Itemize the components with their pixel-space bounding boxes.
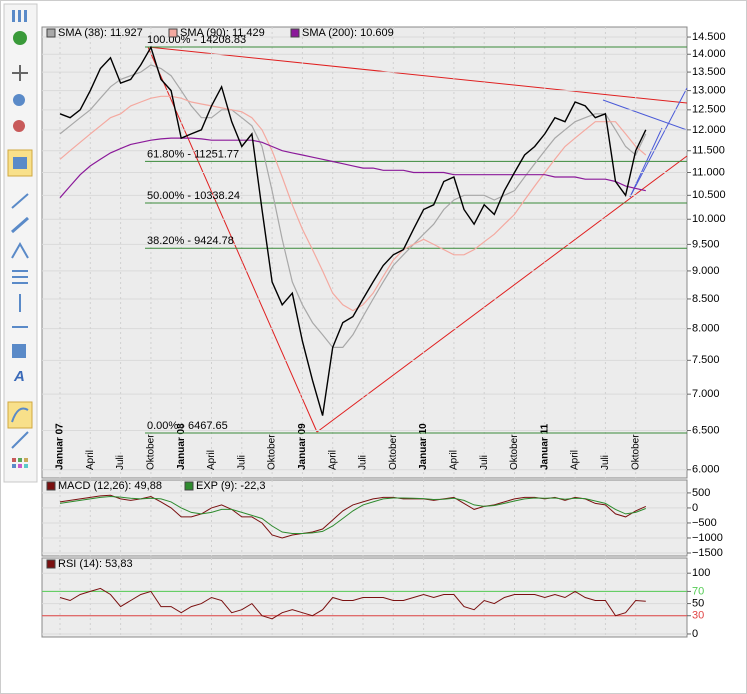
y-tick-label: 13.500 — [692, 66, 726, 78]
fib-label: 38.20% - 9424.78 — [147, 235, 234, 247]
legend-label: MACD (12,26): 49,88 — [58, 480, 162, 492]
fib-label: 50.00% - 10338.24 — [147, 190, 240, 202]
series-line — [59, 137, 646, 199]
x-tick-label: April — [570, 450, 581, 470]
svg-text:A: A — [13, 368, 25, 385]
legend-swatch — [184, 481, 194, 491]
legend-swatch — [290, 28, 300, 38]
y-tick-label: −1000 — [692, 532, 723, 544]
x-tick-label: Oktober — [267, 434, 278, 470]
x-tick-label: Juli — [479, 455, 490, 470]
y-tick-label: 14.000 — [692, 48, 726, 60]
x-tick-label: April — [85, 450, 96, 470]
y-tick-label: 8.500 — [692, 293, 720, 305]
x-tick-label: April — [206, 450, 217, 470]
x-tick-label: Januar 11 — [539, 423, 550, 470]
fib-label: 61.80% - 11251.77 — [147, 148, 239, 160]
series-line — [59, 95, 647, 312]
legend-swatch — [46, 559, 56, 569]
main-panel — [41, 26, 688, 479]
y-tick-label: 30 — [692, 610, 704, 622]
legend-label: SMA (38): 11.927 — [58, 27, 143, 39]
y-tick-label: 11.500 — [692, 145, 725, 157]
y-tick-label: 10.000 — [692, 213, 726, 225]
legend-label: SMA (200): 10.609 — [302, 27, 394, 39]
x-tick-label: Oktober — [509, 434, 520, 470]
series-line — [59, 587, 646, 620]
x-tick-label: April — [327, 450, 338, 470]
x-tick-label: Oktober — [388, 434, 399, 470]
y-tick-label: 12.500 — [692, 104, 726, 116]
y-tick-label: 0 — [692, 628, 698, 640]
x-tick-label: Juli — [600, 455, 611, 470]
y-tick-label: −500 — [692, 517, 717, 529]
x-tick-label: Juli — [236, 455, 247, 470]
y-tick-label: 11.000 — [692, 166, 725, 178]
y-tick-label: −1500 — [692, 547, 723, 559]
y-tick-label: 7.000 — [692, 388, 720, 400]
y-tick-label: 8.000 — [692, 323, 720, 335]
tool-icons[interactable]: A — [11, 10, 29, 468]
x-tick-label: Oktober — [630, 434, 641, 470]
price-line — [59, 45, 647, 416]
legend-swatch — [46, 28, 56, 38]
series-line — [59, 495, 646, 534]
y-tick-label: 100 — [692, 567, 710, 579]
y-tick-label: 14.500 — [692, 31, 726, 43]
panel-layer: −1500 −1000 −500 0 500 MACD (12,26): 49,88 EXP… — [42, 480, 723, 559]
x-tick-label: Juli — [358, 455, 369, 470]
x-tick-label: Oktober — [146, 434, 157, 470]
trendlines — [147, 46, 688, 433]
legend-label: SMA (90): 11.429 — [180, 27, 265, 39]
y-tick-label: 7.500 — [692, 354, 720, 366]
y-tick-label: 9.000 — [692, 265, 720, 277]
y-tick-label: 9.500 — [692, 238, 720, 250]
fib-label: 0.00% - 6467.65 — [147, 420, 228, 432]
legend-swatch — [46, 481, 56, 491]
x-tick-label: Januar 09 — [297, 423, 308, 470]
y-tick-label: 70 — [692, 585, 704, 597]
toolbar: A — [3, 3, 38, 483]
y-tick-label: 0 — [692, 502, 698, 514]
y-tick-label: 12.000 — [692, 124, 726, 136]
y-tick-label: 500 — [692, 487, 710, 499]
legend-label: EXP (9): -22,3 — [196, 480, 266, 492]
legend-label: RSI (14): 53,83 — [58, 558, 133, 570]
x-tick-label: Januar 10 — [418, 423, 429, 470]
legend-swatch — [168, 28, 178, 38]
tool-active[interactable] — [7, 401, 33, 429]
y-tick-label: 10.500 — [692, 189, 726, 201]
x-tick-label: April — [449, 450, 460, 470]
x-tick-label: Januar 07 — [55, 423, 66, 470]
y-tick-label: 13.000 — [692, 84, 726, 96]
x-tick-label: Januar 08 — [176, 423, 187, 470]
y-tick-label: 6.000 — [692, 464, 720, 476]
y-tick-label: 50 — [692, 597, 704, 609]
y-tick-label: 6.500 — [692, 424, 720, 436]
x-tick-label: Juli — [115, 455, 126, 470]
panel-layer: 6.000 6.500 7.000 7.500 8.000 8.500 9.000 9.500… — [42, 27, 726, 637]
